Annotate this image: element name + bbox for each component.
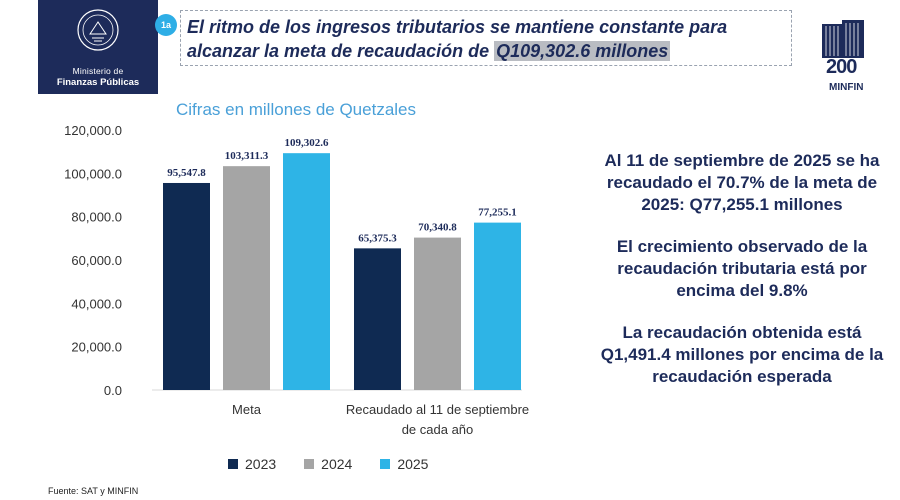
- ministry-logo: Ministerio de Finanzas Públicas: [38, 0, 158, 94]
- legend-item-2024: 2024: [304, 456, 352, 472]
- key-facts: Al 11 de septiembre de 2025 se ha recaud…: [592, 150, 892, 408]
- y-tick-label: 40,000.0: [71, 296, 122, 311]
- y-tick-label: 60,000.0: [71, 253, 122, 268]
- x-category-label: de cada año: [402, 422, 474, 437]
- anniversary-number: 200: [826, 56, 857, 78]
- bar-2023-meta: [163, 182, 210, 390]
- bar-chart: 0.0 20,000.0 40,000.0 60,000.0 80,000.0 100,0…: [64, 123, 529, 437]
- fact-collected: Al 11 de septiembre de 2025 se ha recaud…: [604, 151, 880, 214]
- headline-text: El ritmo de los ingresos tributarios se …: [187, 17, 728, 61]
- bar-2024-meta: [223, 166, 270, 390]
- legend-item-2025: 2025: [380, 456, 428, 472]
- y-tick-label: 20,000.0: [71, 340, 122, 355]
- legend-item-2023: 2023: [228, 456, 276, 472]
- anniversary-building-icon: [822, 20, 864, 58]
- slide-number-badge: 1a: [155, 14, 177, 36]
- y-tick-label: 120,000.0: [64, 123, 122, 138]
- bar-2025-recaudado: [474, 222, 521, 390]
- fact-above-expected: La recaudación obtenida está Q1,491.4 mi…: [600, 323, 884, 386]
- chart-legend: 2023 2024 2025: [228, 456, 428, 472]
- bar-2025-meta: [283, 153, 330, 390]
- headline: El ritmo de los ingresos tributarios se …: [187, 15, 783, 63]
- data-label: 70,340.8: [418, 222, 457, 234]
- x-category-label: Recaudado al 11 de septiembre: [346, 402, 529, 417]
- legend-swatch-2025: [380, 459, 391, 469]
- coat-of-arms-icon: [77, 9, 119, 51]
- y-tick-label: 80,000.0: [71, 210, 122, 225]
- bar-2024-recaudado: [414, 237, 461, 390]
- source-note: Fuente: SAT y MINFIN: [48, 486, 139, 496]
- fact-growth: El crecimiento observado de la recaudaci…: [616, 237, 868, 300]
- anniversary-label: MINFIN: [829, 82, 864, 93]
- legend-swatch-2024: [304, 459, 315, 469]
- data-label: 65,375.3: [358, 232, 397, 244]
- chart-title: Cifras en millones de Quetzales: [176, 100, 417, 119]
- legend-label-2024: 2024: [321, 456, 353, 472]
- data-label: 109,302.6: [285, 137, 330, 149]
- legend-swatch-2023: [228, 459, 238, 469]
- data-label: 77,255.1: [478, 207, 517, 219]
- data-label: 103,311.3: [225, 150, 269, 162]
- logo-line2: Finanzas Públicas: [56, 77, 140, 88]
- data-label: 95,547.8: [167, 167, 206, 179]
- headline-highlight: Q109,302.6 millones: [494, 41, 671, 61]
- logo-line1: Ministerio de: [72, 66, 124, 76]
- bar-2023-recaudado: [354, 248, 401, 390]
- legend-label-2025: 2025: [397, 456, 429, 472]
- x-category-label: Meta: [232, 402, 262, 417]
- y-tick-label: 100,000.0: [64, 166, 122, 181]
- y-tick-label: 0.0: [104, 383, 122, 398]
- legend-label-2023: 2023: [245, 456, 277, 472]
- headline-box: El ritmo de los ingresos tributarios se …: [180, 10, 792, 66]
